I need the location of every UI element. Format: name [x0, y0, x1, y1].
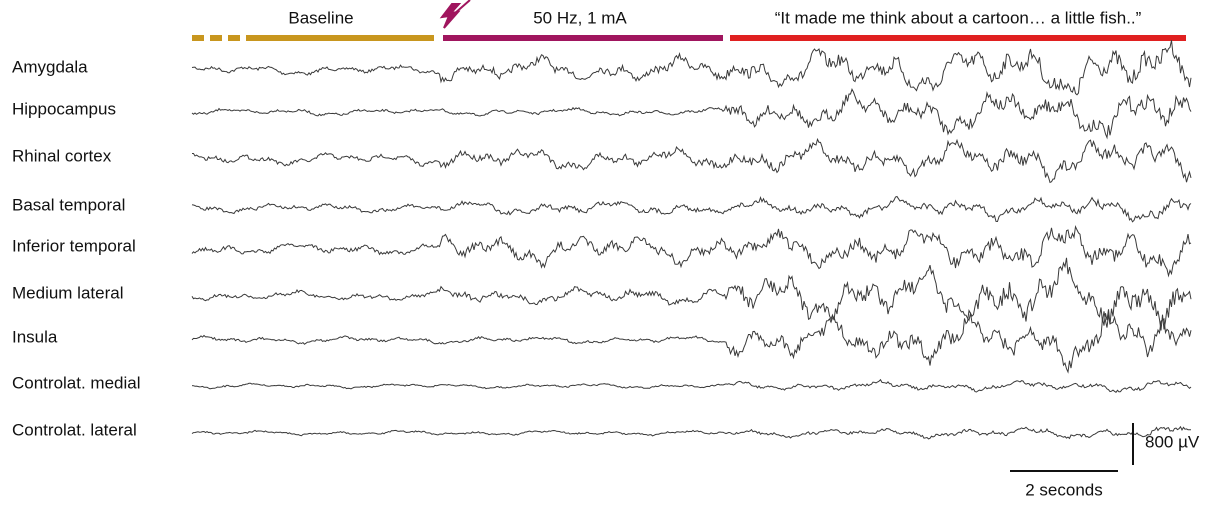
channel-labels: Amygdala Hippocampus Rhinal cortex Basal te… [12, 57, 141, 439]
eeg-trace [191, 88, 1192, 140]
phase-label: “It made me think about a cartoon… a lit… [775, 8, 1142, 27]
eeg-trace [192, 137, 1192, 184]
eeg-trace [191, 224, 1192, 278]
baseline-dash [228, 35, 240, 41]
channel-label: Hippocampus [12, 99, 116, 118]
eeg-trace [191, 425, 1192, 440]
voltage-scale-label: 800 µV [1145, 432, 1200, 451]
channel-label: Controlat. medial [12, 373, 141, 392]
stimulation-bar [443, 35, 723, 41]
channel-label: Controlat. lateral [12, 420, 137, 439]
channel-label: Basal temporal [12, 195, 125, 214]
channel-label: Medium lateral [12, 283, 124, 302]
eeg-trace [191, 378, 1192, 393]
channel-label: Rhinal cortex [12, 146, 112, 165]
eeg-trace [191, 309, 1192, 374]
phase-label: Baseline [288, 8, 353, 27]
phase-label: 50 Hz, 1 mA [533, 8, 627, 27]
channel-label: Inferior temporal [12, 236, 136, 255]
baseline-bar [246, 35, 434, 41]
eeg-trace [191, 257, 1192, 331]
baseline-dash [192, 35, 204, 41]
quote-bar [730, 35, 1186, 41]
eeg-trace [191, 195, 1192, 223]
time-scale-label: 2 seconds [1025, 480, 1103, 499]
eeg-trace [191, 40, 1192, 96]
stimulation-icon [439, 0, 471, 29]
channel-label: Amygdala [12, 57, 88, 76]
baseline-dash [210, 35, 222, 41]
traces [191, 40, 1192, 440]
channel-label: Insula [12, 327, 58, 346]
